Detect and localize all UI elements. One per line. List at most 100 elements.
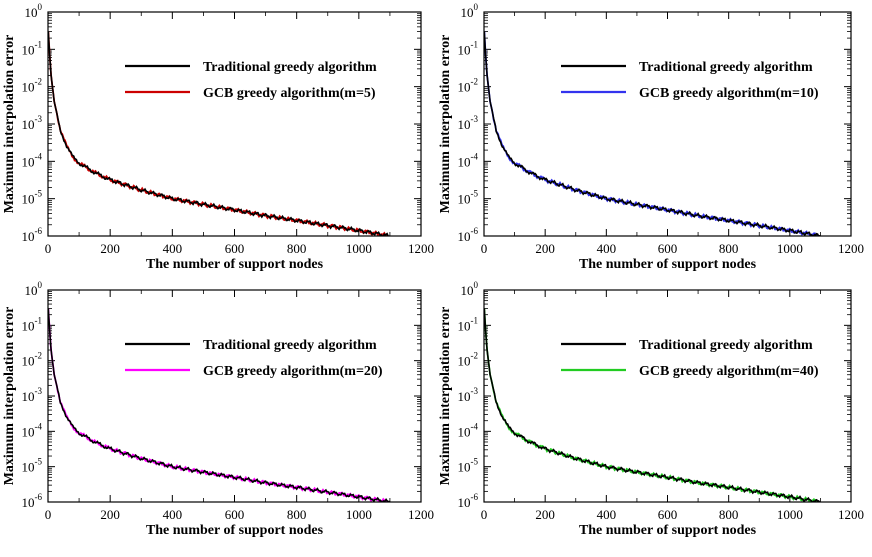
y-tick-label: 10-1 <box>22 39 43 57</box>
y-tick-label: 10-6 <box>458 226 479 244</box>
x-tick-label: 1200 <box>838 507 864 522</box>
y-tick-base: 10 <box>22 154 35 169</box>
y-tick-base: 10 <box>22 424 35 439</box>
y-tick-exponent: -6 <box>35 226 43 236</box>
series-line-traditional <box>48 31 390 236</box>
x-tick-label: 1200 <box>838 241 864 256</box>
y-tick-base: 10 <box>458 424 471 439</box>
y-tick-base: 10 <box>22 192 35 207</box>
y-tick-base: 10 <box>22 80 35 95</box>
x-axis-title: The number of support nodes <box>146 257 324 272</box>
y-tick-base: 10 <box>22 229 35 244</box>
x-tick-label: 800 <box>287 507 307 522</box>
y-tick-label: 10-6 <box>22 226 43 244</box>
y-tick-exponent: -5 <box>35 457 43 467</box>
x-tick-label: 400 <box>597 507 617 522</box>
y-tick-base: 10 <box>22 117 35 132</box>
y-tick-exponent: -2 <box>35 77 43 87</box>
y-tick-exponent: -2 <box>471 77 479 87</box>
y-tick-base: 10 <box>458 460 471 475</box>
series-line-traditional <box>484 308 821 502</box>
y-tick-label: 10-1 <box>458 315 479 333</box>
y-tick-exponent: -6 <box>471 226 479 236</box>
y-tick-exponent: 0 <box>474 2 479 12</box>
legend-label: Traditional greedy algorithm <box>639 338 813 353</box>
x-axis-title: The number of support nodes <box>579 257 757 272</box>
x-tick-label: 200 <box>535 241 555 256</box>
x-axis-title: The number of support nodes <box>579 523 757 538</box>
y-tick-label: 10-1 <box>22 315 43 333</box>
y-tick-label: 10-3 <box>458 114 479 132</box>
y-tick-exponent: -3 <box>471 386 479 396</box>
x-tick-label: 0 <box>45 507 52 522</box>
y-tick-base: 10 <box>461 5 474 20</box>
x-axis-title: The number of support nodes <box>146 523 324 538</box>
x-tick-label: 1200 <box>408 241 434 256</box>
y-tick-label: 10-3 <box>22 386 43 404</box>
y-tick-base: 10 <box>458 154 471 169</box>
x-tick-label: 0 <box>481 507 488 522</box>
y-tick-label: 100 <box>25 2 43 20</box>
y-axis-title: Maximum interpolation error <box>2 307 17 486</box>
legend-label: GCB greedy algorithm(m=40) <box>639 364 819 379</box>
legend-label: GCB greedy algorithm(m=10) <box>639 86 819 101</box>
y-tick-base: 10 <box>458 354 471 369</box>
y-tick-exponent: -5 <box>471 189 479 199</box>
y-tick-exponent: -1 <box>35 39 43 49</box>
x-tick-label: 1200 <box>408 507 434 522</box>
y-tick-base: 10 <box>22 460 35 475</box>
y-tick-base: 10 <box>22 389 35 404</box>
y-tick-label: 10-3 <box>458 386 479 404</box>
legend-label: Traditional greedy algorithm <box>639 60 813 75</box>
x-tick-label: 200 <box>535 507 555 522</box>
x-tick-label: 400 <box>597 241 617 256</box>
y-tick-label: 10-3 <box>22 114 43 132</box>
y-tick-exponent: -1 <box>471 39 479 49</box>
y-axis-title: Maximum interpolation error <box>2 35 17 214</box>
y-tick-base: 10 <box>25 283 38 298</box>
y-axis-title: Maximum interpolation error <box>438 307 453 486</box>
y-tick-exponent: -6 <box>35 492 43 502</box>
y-tick-exponent: -6 <box>471 492 479 502</box>
y-tick-label: 10-4 <box>22 151 43 169</box>
y-tick-exponent: -2 <box>35 351 43 361</box>
y-tick-base: 10 <box>461 283 474 298</box>
x-tick-label: 400 <box>163 241 183 256</box>
series-line-traditional <box>484 31 821 236</box>
y-tick-label: 10-2 <box>458 351 479 369</box>
y-tick-label: 10-1 <box>458 39 479 57</box>
y-tick-label: 10-6 <box>458 492 479 510</box>
y-tick-exponent: -5 <box>471 457 479 467</box>
y-tick-base: 10 <box>25 5 38 20</box>
x-tick-label: 600 <box>225 507 245 522</box>
y-tick-label: 10-2 <box>22 77 43 95</box>
legend-label: Traditional greedy algorithm <box>203 338 377 353</box>
x-tick-label: 800 <box>719 241 739 256</box>
y-tick-exponent: -4 <box>471 421 479 431</box>
y-tick-label: 10-4 <box>458 421 479 439</box>
series-line-traditional <box>48 308 391 502</box>
y-tick-label: 10-5 <box>458 189 479 207</box>
legend-label: GCB greedy algorithm(m=20) <box>203 364 383 379</box>
y-tick-label: 100 <box>461 2 479 20</box>
y-tick-base: 10 <box>22 495 35 510</box>
legend-label: GCB greedy algorithm(m=5) <box>203 86 376 101</box>
y-tick-base: 10 <box>458 229 471 244</box>
x-tick-label: 1000 <box>346 241 372 256</box>
y-tick-base: 10 <box>458 117 471 132</box>
y-tick-base: 10 <box>458 389 471 404</box>
x-tick-label: 1000 <box>777 241 803 256</box>
y-tick-label: 10-4 <box>22 421 43 439</box>
y-tick-exponent: 0 <box>38 2 43 12</box>
y-tick-exponent: -1 <box>35 315 43 325</box>
y-tick-base: 10 <box>22 318 35 333</box>
x-tick-label: 200 <box>100 507 120 522</box>
y-tick-exponent: 0 <box>474 280 479 290</box>
x-tick-label: 600 <box>658 241 678 256</box>
x-tick-label: 1000 <box>777 507 803 522</box>
y-tick-label: 10-5 <box>458 457 479 475</box>
y-tick-exponent: -2 <box>471 351 479 361</box>
